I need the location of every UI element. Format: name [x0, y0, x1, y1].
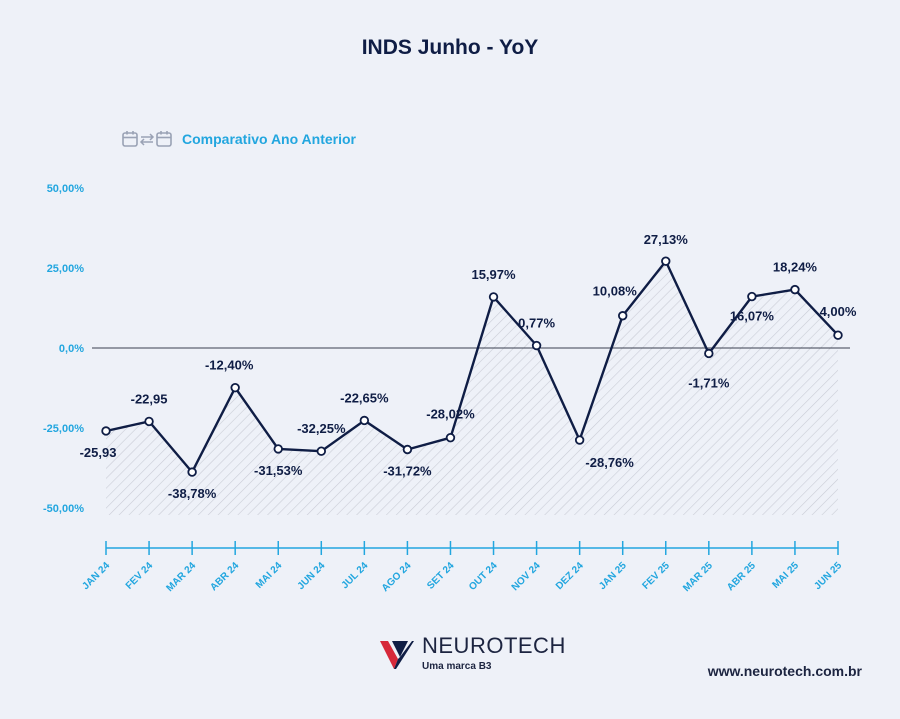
- data-point: [230, 382, 240, 393]
- x-tick-label: MAR 25: [681, 560, 715, 594]
- x-tick-label: MAR 24: [165, 560, 199, 594]
- area-hatch: [106, 261, 838, 515]
- x-tick-label: DEZ 24: [554, 560, 586, 592]
- x-tick-label: JAN 25: [597, 560, 629, 592]
- data-label: -1,71%: [688, 375, 730, 390]
- data-label: -22,95: [131, 391, 168, 406]
- brand-tagline: Uma marca B3: [422, 661, 492, 672]
- data-point: [574, 435, 585, 445]
- data-label: -22,65%: [340, 390, 389, 405]
- data-point: [273, 444, 283, 454]
- series-line: [105, 260, 839, 474]
- x-tick-label: FEV 25: [641, 560, 673, 592]
- data-label: -32,25%: [297, 421, 346, 436]
- data-label: 15,97%: [471, 267, 516, 282]
- x-tick-label: SET 24: [425, 560, 457, 592]
- data-label: -25,93: [80, 445, 117, 460]
- x-tick-label: OUT 24: [467, 560, 500, 593]
- x-tick-label: JUN 24: [296, 560, 328, 592]
- brand-logo: NEUROTECH Uma marca B3: [378, 635, 566, 672]
- chart-title: INDS Junho - YoY: [361, 36, 539, 59]
- chart-subtitle: Comparativo Ano Anterior: [182, 131, 356, 147]
- x-tick-label: JUL 24: [340, 560, 371, 591]
- brand-name: NEUROTECH: [422, 633, 566, 658]
- x-tick-label: FEV 24: [124, 560, 156, 592]
- data-point: [488, 292, 499, 302]
- data-point: [101, 426, 111, 436]
- data-point: [531, 340, 542, 351]
- data-label: 27,13%: [644, 232, 689, 247]
- data-point: [833, 330, 843, 340]
- x-tick-label: AGO 24: [380, 560, 414, 594]
- data-point: [402, 444, 413, 455]
- data-point: [316, 446, 326, 456]
- y-axis: 50,00% 25,00% 0,0% -25,00% -50,00%: [43, 183, 84, 515]
- data-label: -38,78%: [168, 486, 217, 501]
- series-polyline: [105, 260, 839, 474]
- data-point: [144, 416, 154, 427]
- data-label: 0,77%: [518, 316, 555, 331]
- x-tick-label: MAI 24: [254, 560, 285, 591]
- y-tick-label: -25,00%: [43, 423, 84, 435]
- x-tick-label: NOV 24: [510, 560, 543, 593]
- data-label: -28,02%: [426, 407, 475, 422]
- data-label: 10,08%: [593, 284, 638, 299]
- data-label: -28,76%: [585, 455, 634, 470]
- line-chart: 50,00% 25,00% 0,0% -25,00% -50,00% -25,93 -22…: [43, 183, 857, 594]
- data-point: [747, 291, 757, 302]
- data-label: 16,07%: [730, 309, 775, 324]
- data-point: [445, 432, 456, 443]
- y-tick-label: -50,00%: [43, 503, 84, 515]
- data-point: [359, 415, 370, 426]
- area-fill: [106, 261, 838, 515]
- data-label: 4,00%: [820, 304, 857, 319]
- data-label: -31,53%: [254, 463, 303, 478]
- data-points: [101, 256, 843, 477]
- x-tick-label: ABR 25: [725, 560, 758, 593]
- data-label: -31,72%: [383, 464, 432, 479]
- y-tick-label: 50,00%: [47, 183, 85, 195]
- data-label: -12,40%: [205, 358, 254, 373]
- data-point: [790, 284, 800, 295]
- neurotech-logo-icon: [380, 640, 414, 669]
- x-tick-label: JUN 25: [812, 560, 844, 592]
- x-tick-label: ABR 24: [208, 560, 241, 593]
- chart-subtitle-row: Comparativo Ano Anterior: [122, 129, 356, 149]
- y-tick-label: 0,0%: [59, 343, 84, 355]
- data-point: [704, 348, 714, 359]
- y-tick-label: 25,00%: [47, 263, 85, 275]
- data-label: 18,24%: [773, 260, 818, 275]
- data-point: [661, 256, 671, 266]
- data-labels: -25,93 -22,95 -38,78% -12,40% -31,53% -32,25%…: [80, 232, 857, 501]
- x-tick-label: JAN 24: [80, 560, 112, 592]
- x-tick-label: MAI 25: [770, 560, 801, 591]
- calendar-compare-icon: [122, 130, 174, 148]
- data-point: [187, 467, 197, 477]
- website-link[interactable]: www.neurotech.com.br: [707, 663, 862, 679]
- x-axis: JAN 24 FEV 24 MAR 24 ABR 24 MAI 24 JUN 24 JUL …: [80, 541, 844, 594]
- data-point: [618, 311, 628, 321]
